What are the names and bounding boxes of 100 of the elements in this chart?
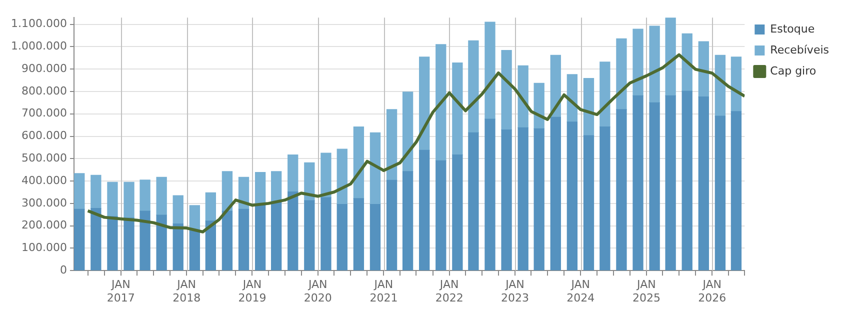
bar [468, 132, 479, 270]
bar [353, 198, 364, 270]
bar [714, 116, 726, 270]
y-tick-label: 600.000 [21, 129, 67, 142]
x-tick-label: JAN 2022 [435, 278, 464, 304]
y-tick-label: 300.000 [21, 196, 67, 210]
y-tick-label: 200.000 [21, 218, 67, 232]
bar [616, 38, 627, 110]
bar [665, 18, 676, 96]
bar [222, 210, 233, 270]
bar [74, 173, 85, 210]
bar [254, 204, 266, 270]
bar [320, 152, 332, 198]
bar [484, 118, 496, 270]
bar [600, 62, 610, 128]
bar [616, 109, 627, 270]
bar [436, 44, 446, 161]
bar [254, 172, 266, 206]
bar [730, 56, 742, 112]
bar [386, 109, 398, 180]
bar [370, 204, 381, 270]
bar [534, 82, 544, 129]
bar [107, 182, 118, 217]
legend-label: Recebíveis [770, 43, 830, 56]
bar [172, 195, 184, 224]
legend-label: Cap giro [770, 64, 816, 78]
legend-label: Estoque [770, 22, 815, 36]
bar [501, 129, 512, 270]
bar [222, 171, 233, 212]
y-tick-label: 900.000 [21, 62, 67, 75]
x-tick-label: JAN 2023 [500, 278, 529, 304]
y-tick-label: 500.000 [21, 152, 67, 165]
bar [419, 56, 430, 150]
bar [649, 26, 660, 104]
x-tick-label: JAN 2025 [632, 278, 660, 304]
y-tick-label: 1.100.000 [11, 17, 67, 30]
bar [518, 127, 528, 270]
bar [534, 128, 544, 270]
bar [665, 95, 676, 270]
bar [288, 191, 298, 270]
bar [583, 78, 594, 136]
bar [419, 150, 430, 270]
bar [698, 41, 709, 98]
bar [336, 148, 348, 205]
bar [156, 214, 167, 270]
bar [649, 102, 660, 270]
bar [501, 50, 512, 130]
bar [484, 22, 496, 120]
bar [140, 210, 150, 270]
bar [402, 171, 414, 270]
y-tick-label: 700.000 [21, 106, 67, 120]
x-tick-label: JAN 2019 [238, 278, 266, 304]
bar [452, 154, 463, 270]
bar [189, 230, 200, 270]
y-tick-label: 400.000 [21, 174, 67, 187]
bar [90, 174, 102, 209]
bar [550, 116, 561, 270]
bar [682, 90, 692, 270]
bar [270, 202, 282, 270]
bar [353, 126, 364, 199]
bar [74, 208, 85, 270]
bar [682, 33, 692, 92]
bar [205, 220, 216, 270]
bar [632, 95, 644, 270]
bar [436, 160, 446, 270]
bar [452, 62, 463, 156]
y-tick-label: 0 [60, 263, 67, 276]
bar [140, 180, 150, 212]
bar [205, 192, 216, 222]
bar [583, 135, 594, 270]
bar [238, 208, 250, 270]
x-tick-label: JAN 2017 [106, 278, 135, 304]
bar [107, 216, 118, 270]
x-tick-label: JAN 2018 [172, 278, 201, 304]
bar [304, 200, 315, 270]
bar [124, 218, 134, 270]
bar [386, 180, 398, 270]
bar [566, 122, 578, 270]
y-tick-label: 100.000 [21, 241, 67, 254]
bar [336, 204, 348, 270]
x-tick-label: JAN 2024 [566, 278, 595, 304]
bar [468, 40, 479, 134]
bar [698, 96, 709, 270]
bar [600, 126, 610, 270]
bar [270, 171, 282, 202]
bar [320, 197, 332, 270]
bar [370, 132, 381, 205]
y-tick-label: 1.000.000 [11, 40, 67, 53]
bar [632, 28, 644, 96]
x-tick-label: JAN 2026 [698, 278, 726, 304]
bar [288, 154, 298, 192]
x-tick-label: JAN 2021 [370, 278, 398, 304]
bar [402, 92, 414, 172]
y-tick-label: 800.000 [21, 84, 67, 98]
bar [714, 54, 726, 116]
bar [172, 223, 184, 270]
bar [124, 182, 134, 218]
x-tick-label: JAN 2020 [304, 278, 332, 304]
bar [156, 176, 167, 216]
bar [730, 111, 742, 270]
